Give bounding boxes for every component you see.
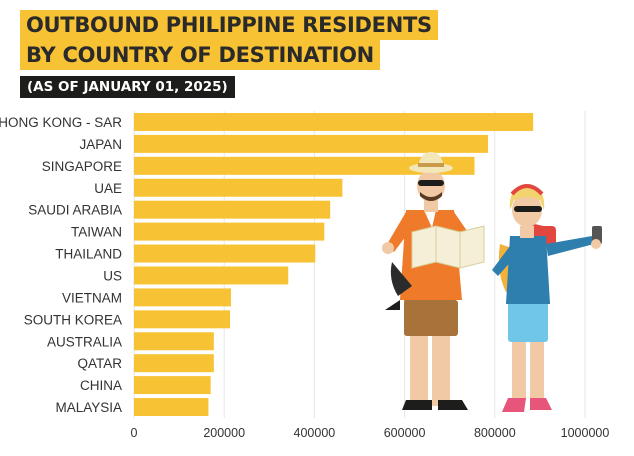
bar xyxy=(134,200,331,219)
chart-title: OUTBOUND PHILIPPINE RESIDENTS BY COUNTRY… xyxy=(20,10,438,70)
category-label: MALAYSIA xyxy=(55,400,122,415)
x-tick-label: 200000 xyxy=(203,426,245,440)
bars xyxy=(134,112,534,417)
x-axis-ticks: 0 200000 400000 600000 800000 1000000 xyxy=(131,426,610,440)
bar xyxy=(134,310,231,329)
category-label: SOUTH KOREA xyxy=(24,312,122,327)
bar xyxy=(134,112,534,131)
category-label: JAPAN xyxy=(79,137,122,152)
chart-subtitle: (AS OF JANUARY 01, 2025) xyxy=(20,76,235,98)
bar xyxy=(134,288,231,307)
bar xyxy=(134,398,209,417)
category-label: SINGAPORE xyxy=(42,159,122,174)
two-tourists-illustration xyxy=(382,152,602,412)
female-tourist-figure xyxy=(492,184,602,412)
title-line-1: OUTBOUND PHILIPPINE RESIDENTS xyxy=(20,10,438,40)
title-line-2: BY COUNTRY OF DESTINATION xyxy=(20,40,380,70)
x-tick-label: 800000 xyxy=(474,426,516,440)
category-label: QATAR xyxy=(77,356,122,371)
bar xyxy=(134,222,325,241)
category-label: SAUDI ARABIA xyxy=(28,203,122,218)
x-tick-label: 600000 xyxy=(384,426,426,440)
bar xyxy=(134,244,316,263)
category-labels: HONG KONG - SAR JAPAN SINGAPORE UAE SAUDI AR… xyxy=(0,115,122,415)
bar xyxy=(134,354,214,373)
bar xyxy=(134,178,343,197)
category-label: VIETNAM xyxy=(62,290,122,305)
map-icon xyxy=(411,225,485,269)
category-label: THAILAND xyxy=(55,247,122,262)
category-label: CHINA xyxy=(80,378,122,393)
x-tick-label: 400000 xyxy=(294,426,336,440)
category-label: UAE xyxy=(94,181,122,196)
x-tick-label: 0 xyxy=(131,426,138,440)
category-label: AUSTRALIA xyxy=(47,334,122,349)
bar xyxy=(134,376,211,395)
bar xyxy=(134,134,489,153)
male-tourist-figure xyxy=(382,152,476,410)
category-label: US xyxy=(103,268,122,283)
category-label: HONG KONG - SAR xyxy=(0,115,122,130)
x-tick-label: 1000000 xyxy=(561,426,610,440)
category-label: TAIWAN xyxy=(71,225,122,240)
bar xyxy=(134,266,289,285)
bar xyxy=(134,332,214,351)
bar xyxy=(134,156,475,175)
